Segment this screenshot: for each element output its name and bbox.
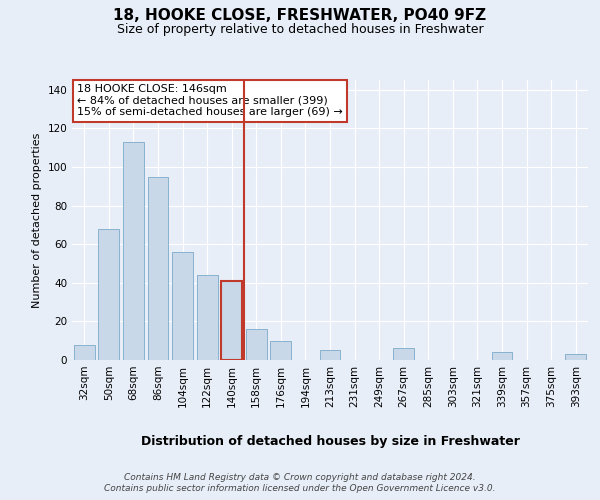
- Bar: [565, 354, 586, 360]
- Bar: [197, 275, 218, 360]
- Bar: [491, 352, 512, 360]
- Text: Size of property relative to detached houses in Freshwater: Size of property relative to detached ho…: [116, 22, 484, 36]
- Text: 18, HOOKE CLOSE, FRESHWATER, PO40 9FZ: 18, HOOKE CLOSE, FRESHWATER, PO40 9FZ: [113, 8, 487, 22]
- Bar: [98, 228, 119, 360]
- Bar: [123, 142, 144, 360]
- Bar: [271, 340, 292, 360]
- Bar: [246, 329, 267, 360]
- Bar: [172, 252, 193, 360]
- Text: Contains HM Land Registry data © Crown copyright and database right 2024.
Contai: Contains HM Land Registry data © Crown c…: [104, 472, 496, 494]
- Bar: [393, 348, 414, 360]
- Bar: [320, 350, 340, 360]
- Text: Distribution of detached houses by size in Freshwater: Distribution of detached houses by size …: [140, 435, 520, 448]
- Bar: [148, 176, 169, 360]
- Bar: [221, 281, 242, 360]
- Bar: [74, 344, 95, 360]
- Y-axis label: Number of detached properties: Number of detached properties: [32, 132, 42, 308]
- Text: 18 HOOKE CLOSE: 146sqm
← 84% of detached houses are smaller (399)
15% of semi-de: 18 HOOKE CLOSE: 146sqm ← 84% of detached…: [77, 84, 343, 117]
